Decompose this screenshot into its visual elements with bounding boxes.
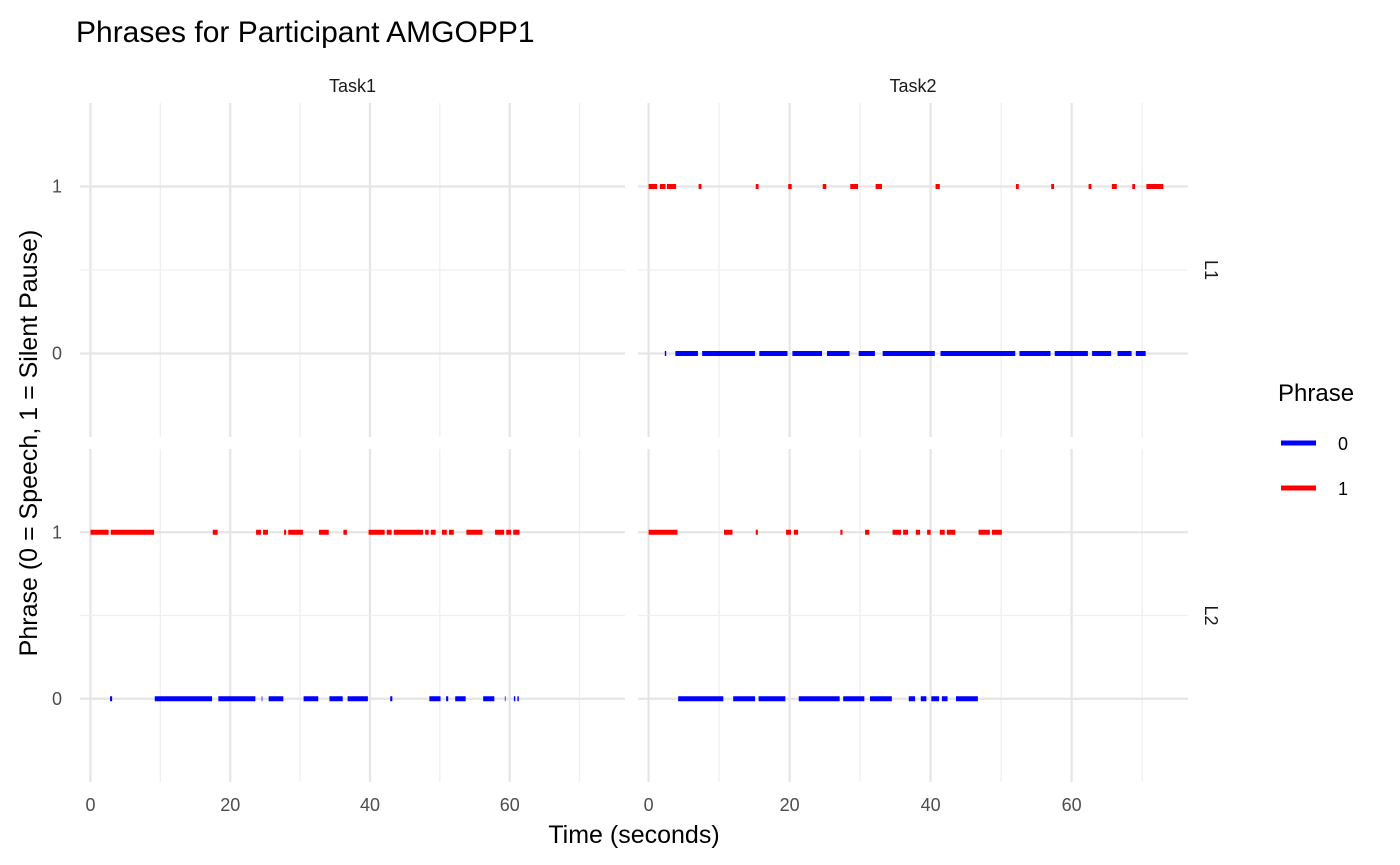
legend: Phrase 0 1 (1278, 380, 1354, 499)
legend-title: Phrase (1278, 380, 1354, 407)
y-axis-label: Phrase (0 = Speech, 1 = Silent Pause) (15, 230, 43, 657)
legend-label-1: 1 (1338, 479, 1348, 499)
x-tick-label: 60 (500, 795, 520, 815)
facet-strip-col: Task2 (889, 76, 936, 96)
y-tick-label: 0 (52, 689, 62, 709)
panel-task2-l2 (638, 449, 1188, 782)
x-tick-label: 20 (220, 795, 240, 815)
y-tick-label: 1 (52, 522, 62, 542)
x-tick-label: 40 (921, 795, 941, 815)
panels-layer: 0 20 40 60 0 20 40 60 0 1 0 1 (52, 103, 1188, 815)
x-tick-label: 0 (644, 795, 654, 815)
y-tick-label: 1 (52, 177, 62, 197)
panel-task1-l2 (80, 449, 625, 782)
facet-strip-row: L1 (1201, 260, 1221, 280)
legend-label-0: 0 (1338, 434, 1348, 454)
x-tick-label: 20 (780, 795, 800, 815)
y-tick-label: 0 (52, 344, 62, 364)
panel-task2-l1 (638, 103, 1188, 437)
x-axis-label: Time (seconds) (548, 821, 719, 849)
facet-strip-row: L2 (1201, 605, 1221, 625)
x-tick-label: 40 (360, 795, 380, 815)
x-tick-label: 0 (85, 795, 95, 815)
panel-task1-l1 (80, 103, 625, 437)
x-tick-label: 60 (1062, 795, 1082, 815)
facet-strips: Task1 Task2 L1 L2 (329, 76, 1221, 626)
chart-title: Phrases for Participant AMGOPP1 (76, 16, 535, 49)
facet-strip-col: Task1 (329, 76, 376, 96)
